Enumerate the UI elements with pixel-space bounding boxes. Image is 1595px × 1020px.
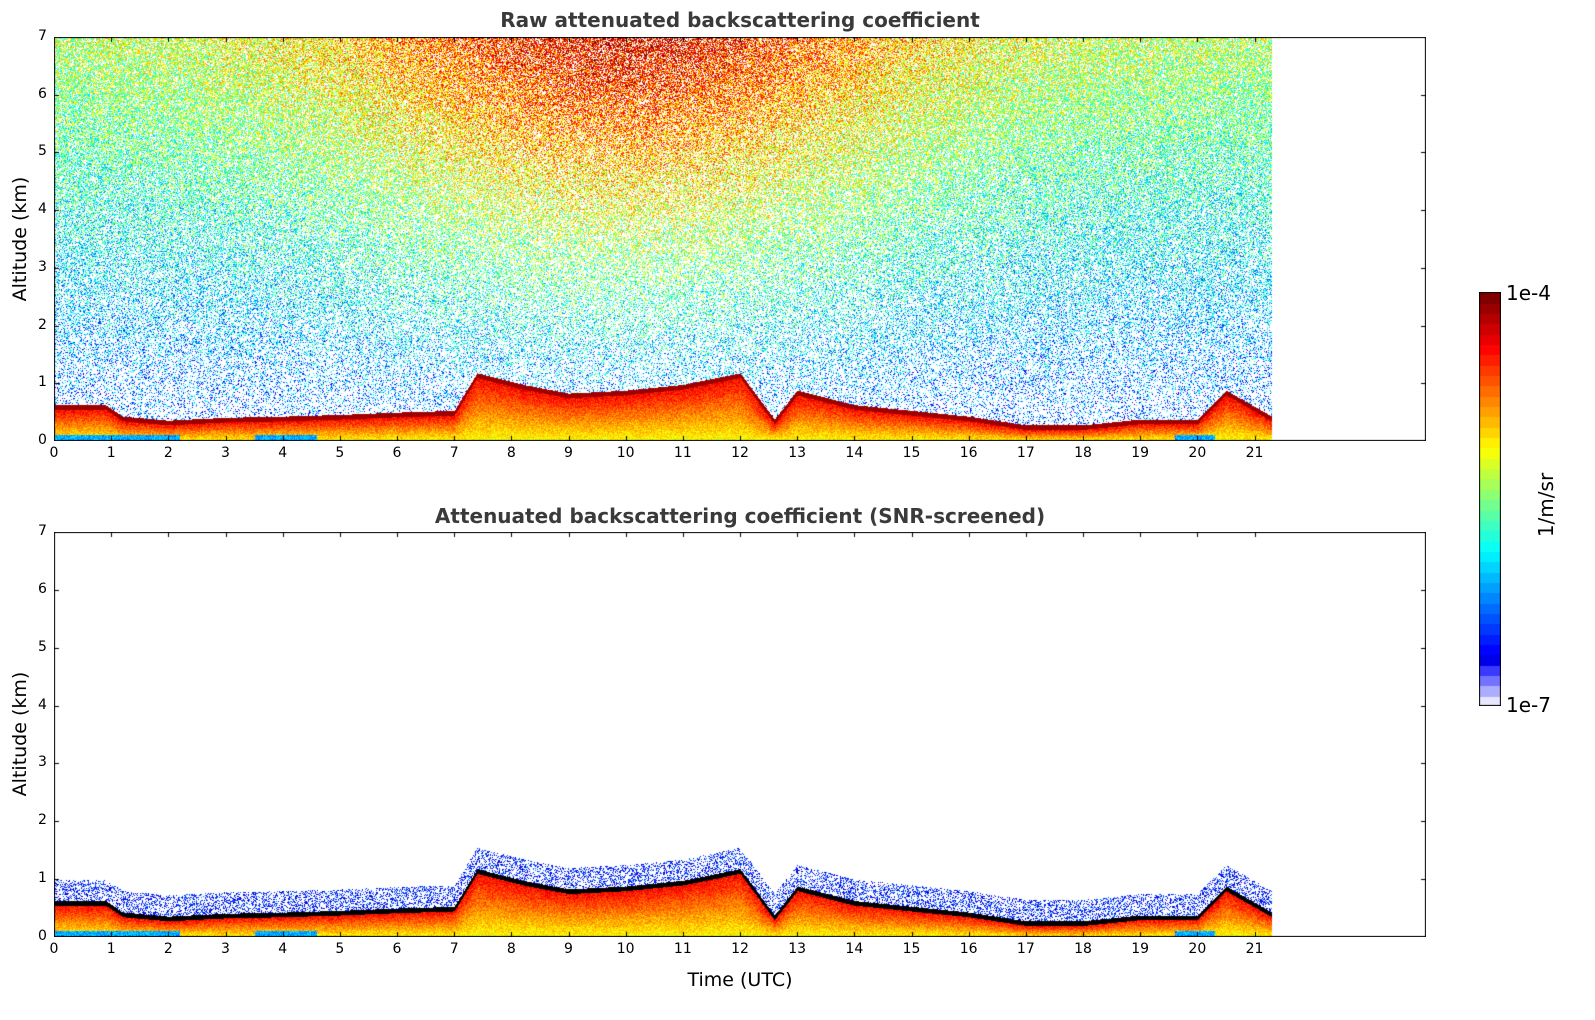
x-tick-label: 9 xyxy=(564,445,573,461)
x-tick-label: 14 xyxy=(845,941,864,957)
y-tick-label: 2 xyxy=(38,316,47,333)
top-panel-title: Raw attenuated backscattering coefficien… xyxy=(500,8,980,32)
bottom-panel-title: Attenuated backscattering coefficient (S… xyxy=(434,504,1046,528)
x-tick-label: 1 xyxy=(106,941,116,957)
x-tick-label: 17 xyxy=(1016,445,1035,461)
x-tick-label: 0 xyxy=(49,445,59,461)
colorbar-min-label: 1e-7 xyxy=(1506,693,1551,717)
x-tick-label: 19 xyxy=(1131,445,1150,461)
colorbar-max-label: 1e-4 xyxy=(1506,281,1551,305)
x-tick-label: 8 xyxy=(506,941,516,957)
x-tick-label: 15 xyxy=(902,445,921,461)
y-tick-label: 0 xyxy=(38,432,47,448)
x-tick-label: 4 xyxy=(278,941,288,957)
colorbar-unit-label: 1/m/sr xyxy=(1534,472,1558,538)
y-tick-label: 7 xyxy=(38,523,47,539)
y-tick-label: 5 xyxy=(38,638,47,655)
x-tick-label: 9 xyxy=(564,941,573,957)
x-tick-label: 11 xyxy=(673,445,692,461)
y-tick-label: 3 xyxy=(38,754,47,771)
x-tick-label: 19 xyxy=(1131,941,1150,957)
top-heatmap xyxy=(54,37,1426,441)
x-tick-label: 5 xyxy=(335,445,345,461)
x-tick-label: 6 xyxy=(392,445,402,461)
x-tick-label: 12 xyxy=(731,445,749,461)
x-tick-label: 18 xyxy=(1074,941,1092,957)
x-tick-label: 16 xyxy=(959,941,978,957)
y-tick-label: 2 xyxy=(38,812,47,829)
x-tick-label: 1 xyxy=(106,445,116,461)
x-tick-label: 14 xyxy=(845,445,864,461)
x-tick-label: 0 xyxy=(49,941,59,957)
x-tick-label: 13 xyxy=(788,941,807,957)
x-tick-label: 12 xyxy=(731,941,749,957)
x-tick-label: 10 xyxy=(616,941,635,957)
x-tick-label: 11 xyxy=(673,941,692,957)
y-tick-label: 5 xyxy=(38,143,47,160)
bottom-ylabel: Altitude (km) xyxy=(9,671,31,797)
y-tick-label: 1 xyxy=(38,374,47,391)
x-tick-label: 10 xyxy=(616,445,635,461)
x-tick-label: 3 xyxy=(221,941,230,957)
x-tick-label: 13 xyxy=(788,445,807,461)
y-tick-label: 3 xyxy=(38,258,47,275)
x-tick-label: 7 xyxy=(449,941,459,957)
x-tick-label: 2 xyxy=(163,445,173,461)
x-tick-label: 21 xyxy=(1245,445,1264,461)
x-tick-label: 8 xyxy=(506,445,516,461)
x-tick-label: 6 xyxy=(392,941,402,957)
y-tick-label: 7 xyxy=(38,28,47,44)
y-tick-label: 6 xyxy=(38,580,47,597)
top-ylabel: Altitude (km) xyxy=(9,176,31,302)
colorbar xyxy=(1479,292,1501,706)
x-tick-label: 7 xyxy=(449,445,459,461)
x-tick-label: 20 xyxy=(1188,445,1207,461)
x-tick-label: 2 xyxy=(163,941,173,957)
bottom-xlabel: Time (UTC) xyxy=(687,969,793,991)
x-tick-label: 5 xyxy=(335,941,345,957)
x-tick-label: 15 xyxy=(902,941,921,957)
bottom-heatmap xyxy=(54,532,1426,937)
y-tick-label: 0 xyxy=(38,928,47,944)
y-tick-label: 1 xyxy=(38,870,47,887)
x-tick-label: 16 xyxy=(959,445,978,461)
x-tick-label: 21 xyxy=(1245,941,1264,957)
x-tick-label: 17 xyxy=(1016,941,1035,957)
y-tick-label: 4 xyxy=(38,696,47,713)
y-tick-label: 4 xyxy=(38,201,47,218)
x-tick-label: 3 xyxy=(221,445,230,461)
x-tick-label: 18 xyxy=(1074,445,1092,461)
x-tick-label: 20 xyxy=(1188,941,1207,957)
y-tick-label: 6 xyxy=(38,85,47,102)
x-tick-label: 4 xyxy=(278,445,288,461)
